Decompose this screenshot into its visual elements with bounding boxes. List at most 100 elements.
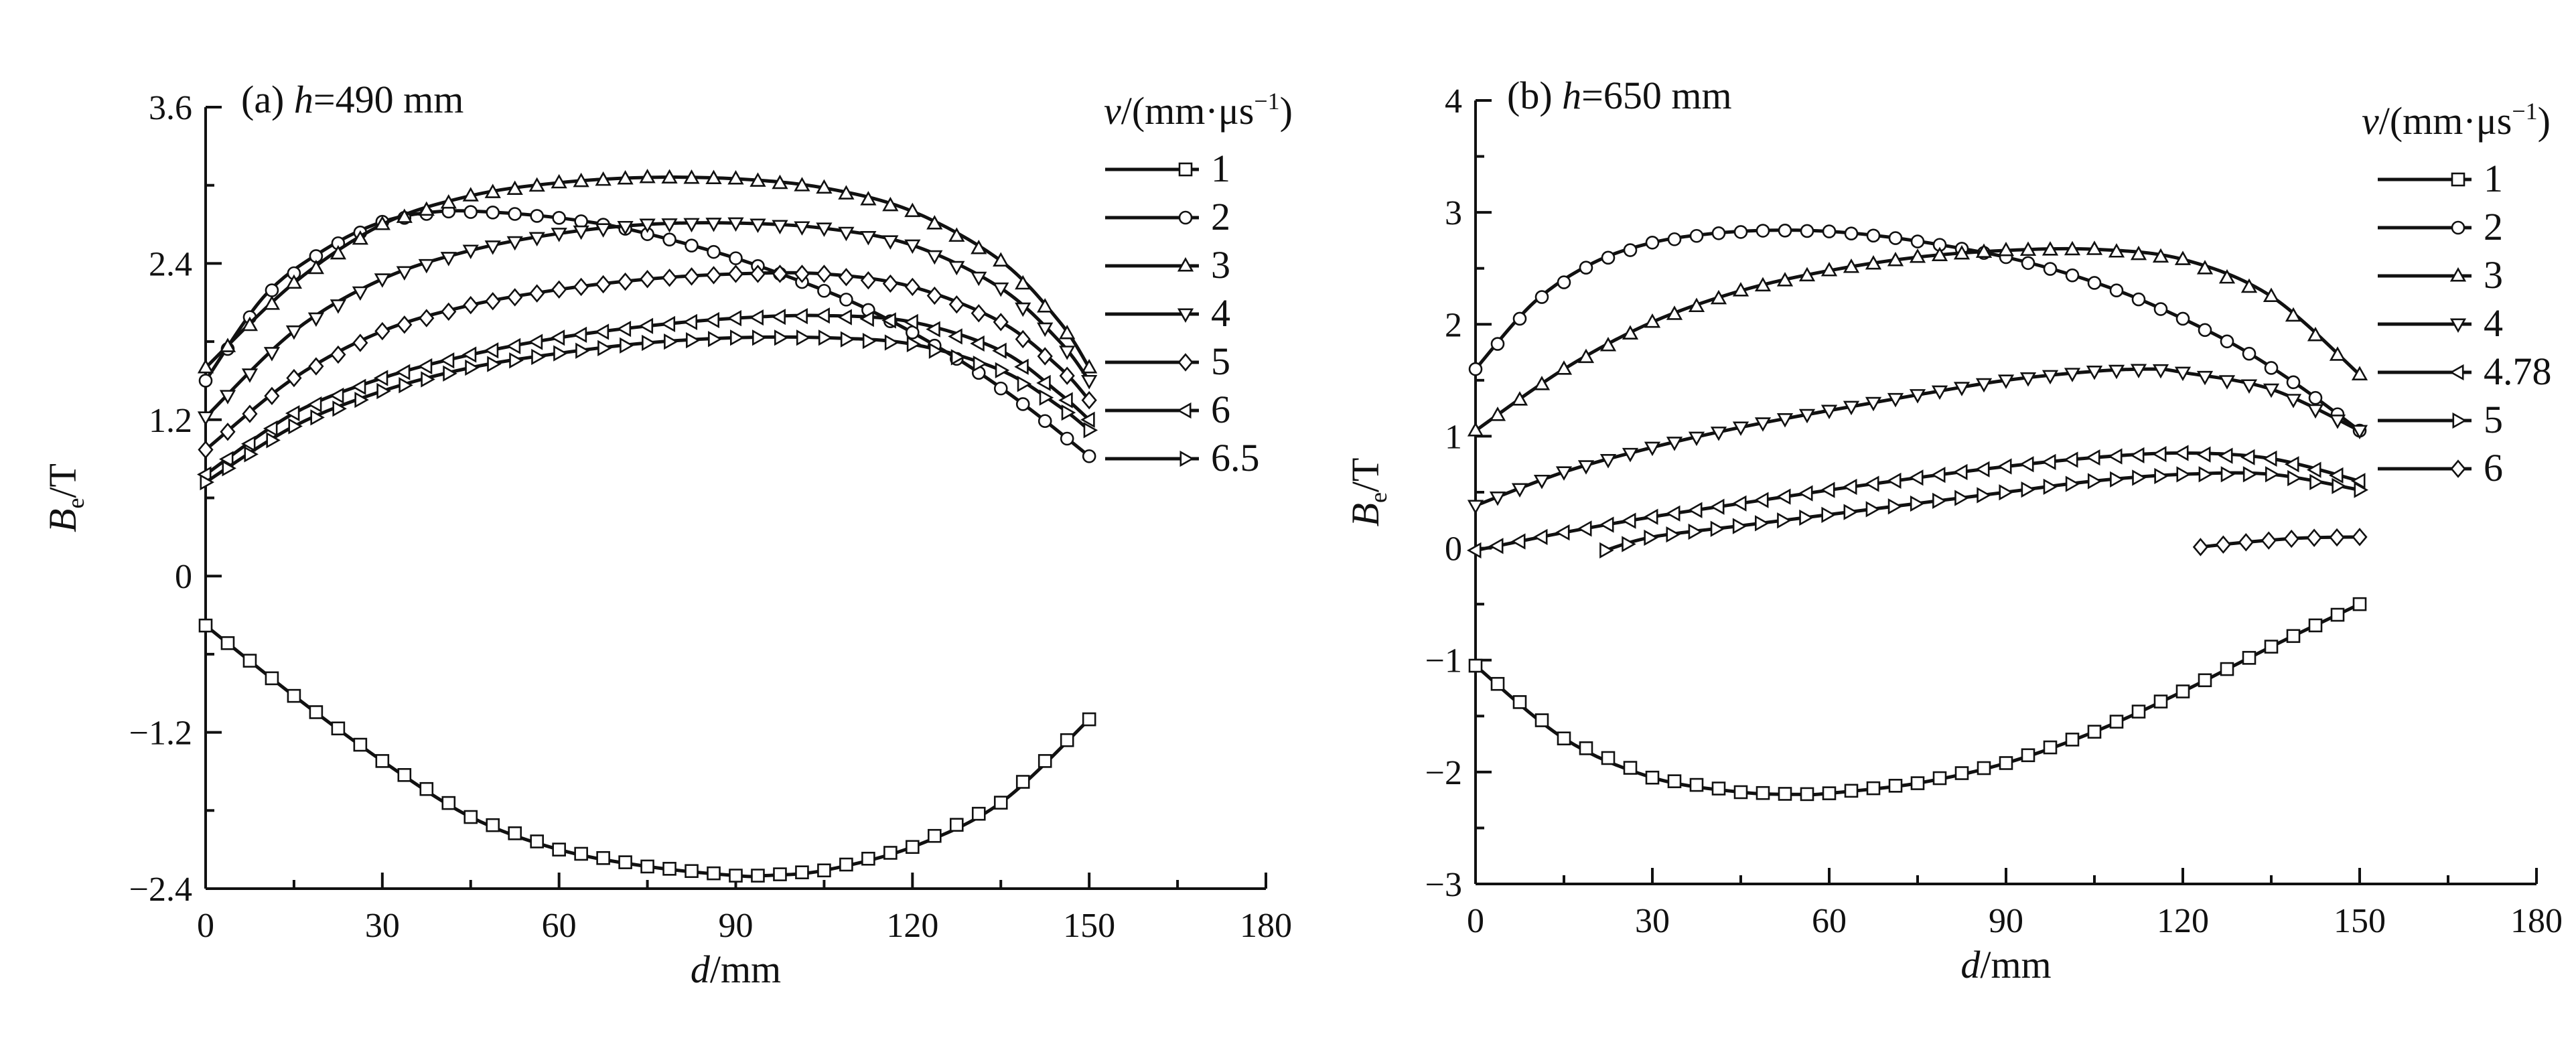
legend-marker bbox=[1177, 353, 1194, 372]
x-tick-label: 90 bbox=[719, 907, 754, 945]
data-point bbox=[1733, 785, 1748, 800]
data-point bbox=[1082, 449, 1096, 463]
data-point bbox=[1820, 404, 1838, 419]
data-point bbox=[2263, 287, 2280, 303]
data-point bbox=[2351, 473, 2366, 490]
data-point bbox=[793, 308, 808, 325]
data-point bbox=[1909, 248, 1926, 263]
data-point bbox=[198, 618, 213, 633]
data-point bbox=[1081, 374, 1098, 390]
data-point bbox=[530, 209, 544, 223]
y-tick-label: 4 bbox=[1445, 82, 1462, 121]
data-point bbox=[1865, 255, 1882, 270]
data-point bbox=[1058, 392, 1073, 408]
data-point bbox=[486, 818, 500, 832]
data-point bbox=[332, 400, 347, 417]
data-point bbox=[352, 286, 368, 301]
data-point bbox=[307, 312, 325, 327]
data-point bbox=[419, 781, 434, 796]
data-point bbox=[1821, 506, 1836, 523]
data-point bbox=[198, 374, 213, 388]
panel-a: 0 30 60 90 120 150 180 −2.4 −1.2 0 1.2 2.4 3.6 (a) h=… bbox=[41, 78, 1293, 991]
data-point bbox=[1953, 382, 1971, 396]
legend-marker bbox=[2451, 220, 2465, 235]
data-point bbox=[1953, 463, 1968, 481]
data-point bbox=[683, 267, 700, 286]
data-point bbox=[1644, 529, 1658, 546]
data-point bbox=[307, 396, 322, 413]
data-point bbox=[771, 309, 786, 325]
data-point bbox=[263, 295, 281, 310]
data-point bbox=[1512, 311, 1527, 326]
data-point bbox=[1997, 458, 2012, 475]
data-point bbox=[443, 365, 457, 382]
data-point bbox=[1061, 404, 1076, 421]
data-point bbox=[528, 177, 545, 192]
data-point bbox=[928, 828, 942, 843]
data-point bbox=[839, 857, 853, 872]
data-point bbox=[1557, 275, 1571, 289]
data-point bbox=[1059, 324, 1076, 340]
data-point bbox=[1732, 495, 1747, 512]
data-point bbox=[2196, 446, 2211, 463]
data-point bbox=[639, 218, 656, 234]
data-point bbox=[816, 222, 833, 237]
data-point bbox=[1534, 290, 1549, 304]
data-point bbox=[1931, 385, 1948, 400]
data-point bbox=[397, 767, 412, 782]
data-point bbox=[484, 183, 501, 198]
data-point bbox=[1999, 484, 2013, 501]
y-tick-label: 0 bbox=[1445, 530, 1462, 569]
data-point bbox=[795, 865, 809, 879]
panel-title: (a) h=490 mm bbox=[241, 78, 463, 121]
data-point bbox=[816, 265, 833, 283]
data-point bbox=[1776, 272, 1794, 287]
data-point bbox=[285, 274, 303, 289]
data-point bbox=[2198, 466, 2214, 483]
legend-marker bbox=[2452, 412, 2467, 429]
data-point bbox=[1599, 542, 1614, 559]
data-point bbox=[817, 863, 831, 878]
legend-label: 5 bbox=[2484, 398, 2503, 441]
data-point bbox=[948, 295, 964, 314]
data-point bbox=[661, 169, 678, 184]
data-point bbox=[2220, 334, 2234, 349]
data-point bbox=[926, 321, 940, 338]
data-point bbox=[2086, 449, 2100, 466]
data-point bbox=[1059, 346, 1076, 360]
data-point bbox=[904, 239, 921, 254]
data-point bbox=[487, 356, 502, 372]
data-point bbox=[772, 174, 788, 190]
data-point bbox=[2307, 327, 2324, 342]
data-point bbox=[2043, 478, 2058, 495]
data-point bbox=[2285, 394, 2302, 408]
data-point bbox=[1511, 391, 1528, 406]
series-4 bbox=[1467, 364, 2368, 515]
data-point bbox=[462, 244, 479, 259]
data-point bbox=[1910, 234, 1925, 248]
data-point bbox=[2042, 370, 2059, 385]
data-point bbox=[1843, 478, 1857, 496]
data-point bbox=[2220, 662, 2234, 676]
data-point bbox=[2218, 375, 2236, 390]
data-point bbox=[508, 207, 522, 221]
data-point bbox=[1844, 226, 1859, 240]
data-point bbox=[2287, 469, 2302, 487]
data-point bbox=[1599, 516, 1614, 533]
data-point bbox=[2308, 618, 2323, 633]
data-point bbox=[1039, 389, 1054, 406]
data-point bbox=[751, 869, 765, 883]
data-point bbox=[551, 173, 567, 189]
data-point bbox=[1975, 243, 1993, 258]
data-point bbox=[884, 334, 900, 351]
data-point bbox=[352, 230, 368, 245]
data-point bbox=[1843, 258, 1860, 273]
data-point bbox=[553, 345, 568, 362]
data-point bbox=[752, 329, 767, 346]
data-point bbox=[1843, 504, 1859, 520]
data-point bbox=[1754, 277, 1772, 292]
data-point bbox=[2152, 446, 2167, 463]
y-tick-label: 1.2 bbox=[149, 402, 192, 440]
data-point bbox=[2152, 248, 2169, 263]
data-point bbox=[683, 169, 700, 184]
